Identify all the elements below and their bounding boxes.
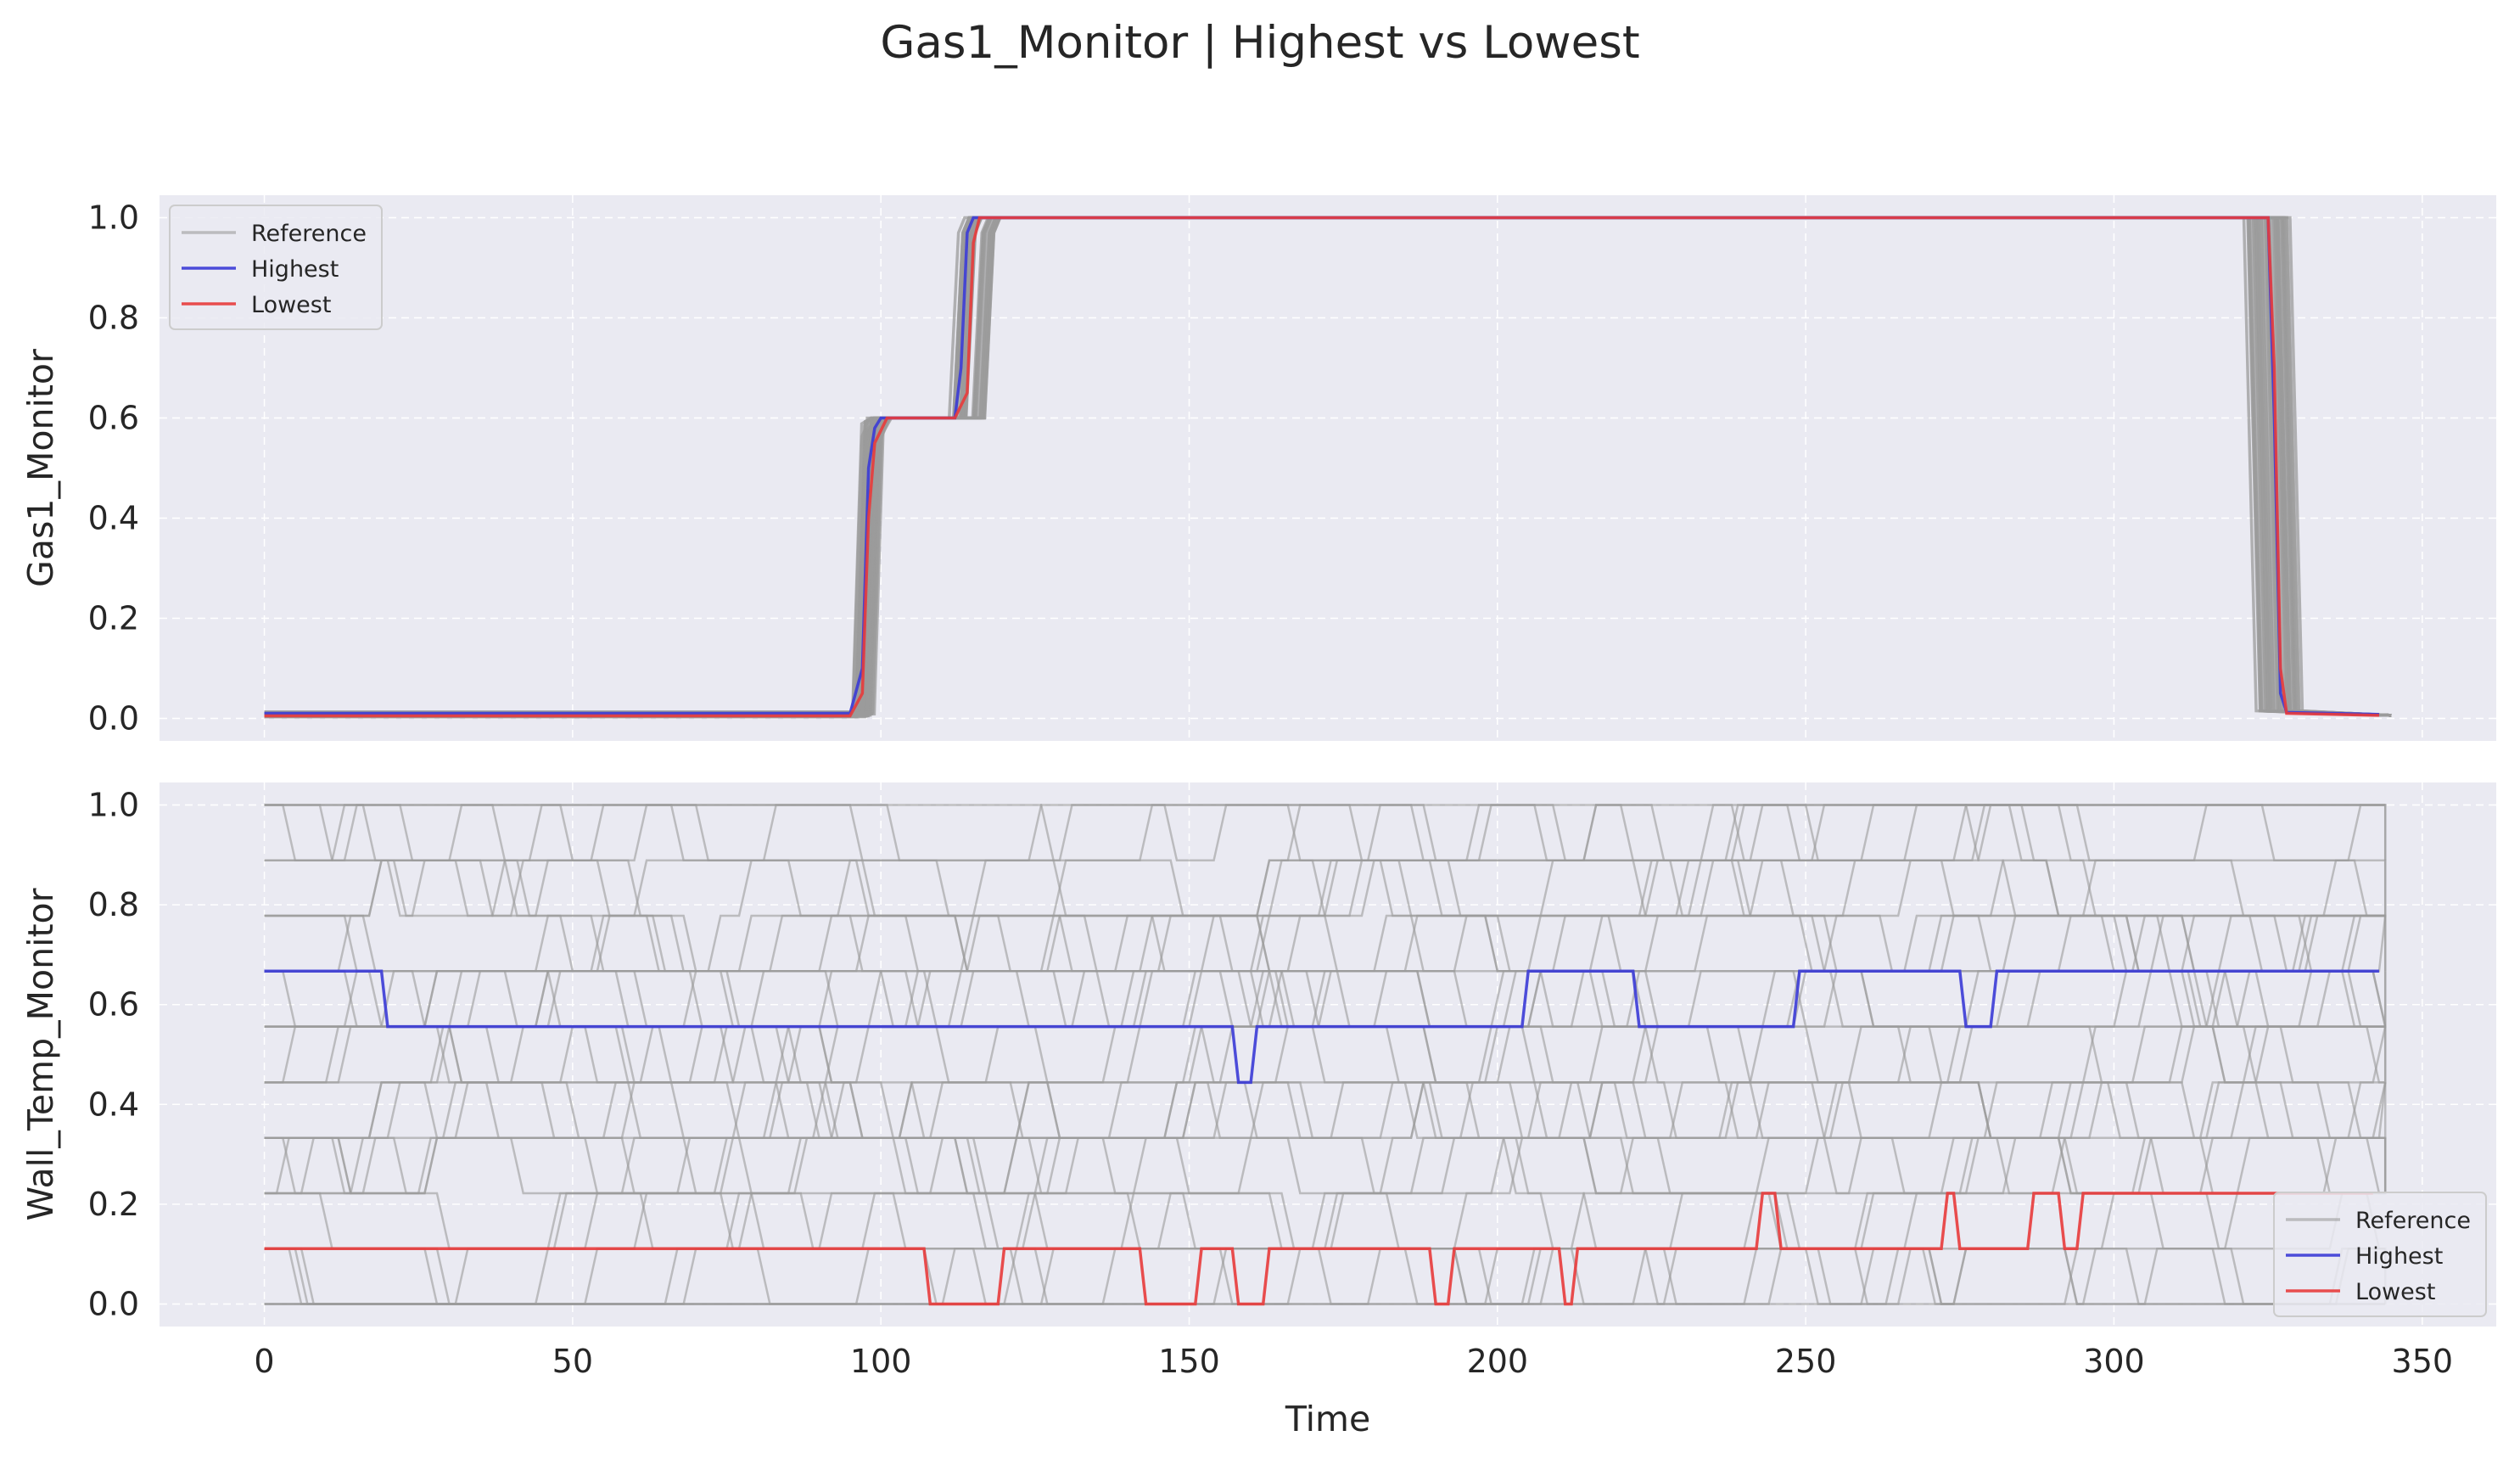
y-tick-label: 0.4 xyxy=(88,1085,139,1123)
y-tick-label: 1.0 xyxy=(88,199,139,237)
legend-label: Highest xyxy=(251,256,339,283)
legend: Reference Highest Lowest xyxy=(2273,1192,2487,1317)
figure-title: Gas1_Monitor | Highest vs Lowest xyxy=(880,17,1639,69)
x-tick-label: 50 xyxy=(552,1343,593,1380)
series-lowest-line xyxy=(264,1192,2373,1306)
x-tick-label: 100 xyxy=(850,1343,912,1380)
y-tick-label: 1.0 xyxy=(88,786,139,823)
y-axis-label: Gas1_Monitor xyxy=(20,349,61,587)
reference-line xyxy=(264,804,2387,1305)
legend-label: Lowest xyxy=(251,292,331,318)
plot-area xyxy=(160,782,2496,1327)
x-tick-label: 150 xyxy=(1158,1343,1220,1380)
y-axis-label: Wall_Temp_Monitor xyxy=(20,888,61,1220)
y-tick-label: 0.0 xyxy=(88,1286,139,1323)
legend-label: Reference xyxy=(251,221,367,247)
legend: Reference Highest Lowest xyxy=(169,205,383,330)
x-axis-label: Time xyxy=(1285,1399,1370,1439)
y-tick-label: 0.2 xyxy=(88,1186,139,1223)
x-tick-label: 300 xyxy=(2083,1343,2145,1380)
legend-label: Highest xyxy=(2355,1243,2443,1270)
x-tick-label: 250 xyxy=(1775,1343,1837,1380)
gas1-monitor-panel: 0.0 0.2 0.4 0.6 0.8 1.0 Gas1_Monitor Reference H… xyxy=(20,195,2496,741)
y-tick-label: 0.6 xyxy=(88,400,139,437)
y-tick-label: 0.0 xyxy=(88,699,139,737)
x-tick-label: 350 xyxy=(2392,1343,2454,1380)
y-tick-label: 0.6 xyxy=(88,986,139,1024)
x-tick-label: 200 xyxy=(1467,1343,1529,1380)
y-tick-label: 0.8 xyxy=(88,886,139,923)
reference-line xyxy=(264,216,2392,719)
legend-label: Reference xyxy=(2355,1208,2471,1234)
x-tick-label: 0 xyxy=(254,1343,274,1380)
series-lowest-line xyxy=(264,216,2379,718)
plot-area xyxy=(160,195,2496,741)
reference-line xyxy=(264,1025,2386,1195)
series-highest-line xyxy=(264,969,2379,1085)
y-tick-label: 0.8 xyxy=(88,300,139,337)
y-tick-label: 0.2 xyxy=(88,599,139,637)
y-tick-label: 0.4 xyxy=(88,499,139,536)
wall-temp-monitor-panel: 0.0 0.2 0.4 0.6 0.8 1.0 0 50 100 150 200 250 300 350 W… xyxy=(20,782,2496,1439)
reference-line xyxy=(264,859,2386,1139)
legend-label: Lowest xyxy=(2355,1279,2435,1305)
